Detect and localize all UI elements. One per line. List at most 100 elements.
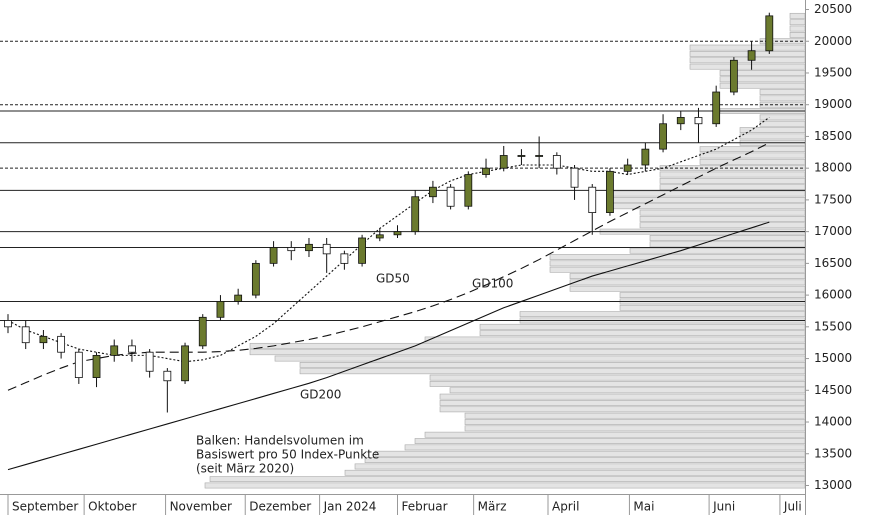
volume-bar (429, 374, 806, 381)
candle-body (358, 237, 366, 264)
volume-bar (464, 419, 806, 425)
volume-bar (354, 463, 806, 470)
candle-body (747, 50, 756, 61)
candle-body (145, 351, 154, 372)
moving-average (7, 221, 770, 471)
volume-bar (404, 444, 806, 451)
candle-body (499, 155, 508, 169)
candle-body (110, 345, 119, 356)
volume-bar (549, 266, 806, 273)
volume-bar (639, 222, 806, 229)
candle-body (181, 345, 189, 382)
candle-body (287, 247, 296, 252)
candle-body (411, 196, 420, 233)
volume-bar (479, 330, 806, 337)
y-tick-label: 15000 (814, 351, 852, 365)
candle-body (322, 243, 331, 255)
volume-bar (689, 51, 806, 57)
volume-bar (449, 387, 806, 394)
volume-bar (464, 412, 806, 419)
x-tick-label: November (170, 500, 232, 514)
ma-label: GD100 (472, 277, 513, 291)
volume-bar (209, 476, 806, 483)
y-tick-label: 17500 (814, 192, 852, 206)
candle-body (57, 335, 66, 353)
volume-bar (519, 311, 806, 318)
volume-bar (659, 184, 806, 191)
volume-bar (789, 25, 806, 32)
y-tick-label: 19500 (814, 65, 852, 79)
candle-body (676, 117, 685, 125)
candle-body (4, 320, 12, 328)
moving-averages (7, 116, 770, 471)
candle-body (694, 117, 703, 125)
candle-body (641, 148, 650, 166)
volume-bar (439, 406, 806, 413)
volume-bar (789, 19, 806, 26)
y-tick-label: 20000 (814, 34, 852, 48)
x-tick-label: Juli (783, 500, 802, 514)
ma-label: GD200 (300, 388, 341, 402)
candle-body (234, 294, 243, 302)
candle-body (21, 326, 30, 344)
volume-bar (739, 133, 806, 140)
volume-bar (789, 12, 806, 19)
note: (seit März 2020) (196, 462, 294, 476)
volume-bar (659, 177, 806, 184)
candle-body (464, 174, 473, 207)
volume-bar (364, 457, 806, 463)
volume-bar (619, 304, 806, 311)
volume-bar (249, 349, 806, 356)
volume-bar (739, 127, 806, 133)
candle-body (729, 59, 738, 93)
candle-body (588, 186, 597, 213)
volume-bar (439, 400, 806, 406)
volume-bar (424, 431, 806, 438)
x-tick-label: März (478, 500, 507, 514)
candle-body (340, 253, 349, 264)
y-tick-label: 19000 (814, 97, 852, 111)
volume-bar (549, 254, 806, 260)
candle-body (163, 370, 172, 382)
x-tick-label: Februar (402, 500, 448, 514)
candle-body (216, 301, 225, 318)
candle-body (517, 155, 526, 157)
volume-bar (619, 292, 806, 298)
volume-bar (464, 425, 806, 432)
volume-bar (609, 190, 806, 197)
x-tick-label: Dezember (249, 500, 311, 514)
candle-body (712, 91, 721, 125)
volume-bar (274, 355, 806, 362)
volume-bar (699, 158, 806, 165)
y-tick-label: 20500 (814, 2, 852, 16)
candle-body (39, 335, 48, 344)
volume-bar (609, 197, 806, 203)
candle-body (269, 247, 278, 264)
candle-body (74, 351, 83, 378)
volume-bar (204, 482, 806, 489)
y-tick-label: 18500 (814, 129, 852, 143)
y-tick-label: 16000 (814, 288, 852, 302)
volume-bar (374, 450, 806, 457)
volume-bar (344, 469, 806, 476)
candle-body (429, 186, 437, 198)
y-tick-label: 17000 (814, 224, 852, 238)
volume-bar (759, 120, 806, 127)
volume-bar (424, 336, 806, 343)
volume-bar (299, 368, 806, 375)
candle-body (765, 15, 774, 52)
candle-body (92, 354, 101, 378)
y-tick-label: 16500 (814, 256, 852, 270)
y-tick-label: 14000 (814, 415, 852, 429)
y-tick-label: 13000 (814, 478, 852, 492)
x-tick-label: Oktober (88, 500, 136, 514)
candles (4, 12, 774, 413)
volume-bar (649, 241, 806, 248)
volume-bar (789, 32, 806, 38)
candle-body (659, 123, 667, 150)
volume-bar (479, 323, 806, 330)
note: Basiswert pro 50 Index-Punkte (196, 448, 379, 462)
y-tick-label: 15500 (814, 319, 852, 333)
